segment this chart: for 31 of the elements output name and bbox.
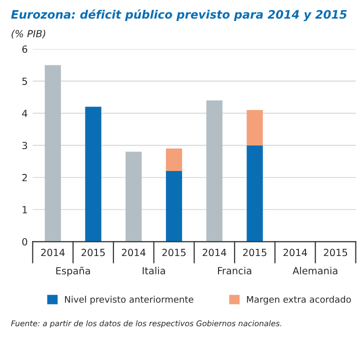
x-tick-label: 2015 [82,248,105,256]
x-tick-label: 2014 [41,248,65,256]
y-tick-label: 3 [22,142,28,150]
y-tick-label: 6 [22,45,28,53]
y-tick-label: 2 [22,174,27,182]
x-tick-label: 2015 [162,248,186,256]
x-tick-label: 2015 [243,248,266,256]
bar [126,152,142,242]
legend-label: Margen extra acordado [247,296,351,305]
y-tick-label: 1 [22,206,27,214]
x-tick-label: 2014 [122,248,146,256]
x-tick-label: 2014 [284,248,307,256]
y-tick-label: 0 [22,238,28,246]
bar [85,106,102,242]
text: Francia [218,266,252,274]
text: Alemania [292,266,338,274]
chart-subtitle: (% PIB) [12,30,46,38]
y-tick-label: 5 [22,78,27,85]
y-tick-label: 4 [22,110,28,117]
bar [44,65,61,242]
bar [166,171,182,242]
bar [246,110,263,146]
x-tick-label: 2014 [202,248,226,256]
text: España [56,266,90,276]
legend-label: Nivel previsto anteriormente [65,296,194,305]
bar [166,148,182,172]
text: Italia [142,266,165,274]
chart-title: Eurozona: déficit público previsto para 2014 y 2015 [11,9,347,22]
bar [206,100,222,242]
x-tick-label: 2015 [324,248,348,256]
bar [246,145,263,242]
